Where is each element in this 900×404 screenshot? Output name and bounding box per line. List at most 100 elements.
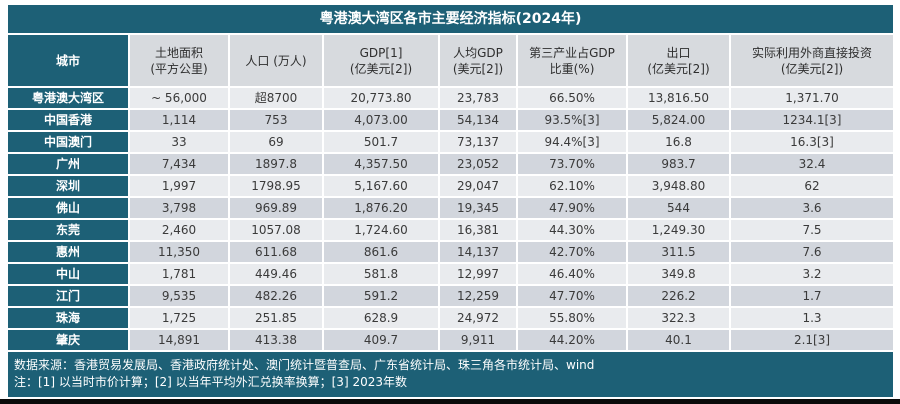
- row-label-city: 肇庆: [8, 330, 128, 350]
- data-cell-exports: 983.7: [628, 154, 729, 174]
- data-cell-exports: 544: [628, 198, 729, 218]
- column-header-gdp-per-capita: 人均GDP (美元[2]): [440, 35, 516, 86]
- data-cell-land-area: 9,535: [130, 286, 228, 306]
- data-cell-land-area: 11,350: [130, 242, 228, 262]
- row-label-city: 珠海: [8, 308, 128, 328]
- data-cell-tertiary-share: 55.80%: [518, 308, 626, 328]
- data-cell-population: 1897.8: [230, 154, 322, 174]
- data-cell-gdp-per-capita: 12,259: [440, 286, 516, 306]
- data-cell-gdp: 1,876.20: [324, 198, 438, 218]
- data-cell-land-area: 7,434: [130, 154, 228, 174]
- data-cell-land-area: 14,891: [130, 330, 228, 350]
- data-cell-fdi: 1,371.70: [731, 88, 893, 108]
- footer-data-source: 数据来源：香港贸易发展局、香港政府统计处、澳门统计暨普查局、广东省统计局、珠三角…: [14, 358, 595, 372]
- row-label-city: 佛山: [8, 198, 128, 218]
- data-cell-tertiary-share: 44.30%: [518, 220, 626, 240]
- data-cell-fdi: 62: [731, 176, 893, 196]
- data-cell-tertiary-share: 44.20%: [518, 330, 626, 350]
- column-header-tertiary-share: 第三产业占GDP 比重(%): [518, 35, 626, 86]
- data-cell-gdp: 581.8: [324, 264, 438, 284]
- footer-notes: 注：[1] 以当时市价计算；[2] 以当年平均外汇兑换率换算；[3] 2023年…: [14, 375, 407, 389]
- data-cell-population: 482.26: [230, 286, 322, 306]
- data-cell-exports: 40.1: [628, 330, 729, 350]
- data-cell-gdp: 501.7: [324, 132, 438, 152]
- data-cell-land-area: 33: [130, 132, 228, 152]
- table-footer: 数据来源：香港贸易发展局、香港政府统计处、澳门统计暨普查局、广东省统计局、珠三角…: [8, 352, 893, 397]
- data-cell-gdp-per-capita: 19,345: [440, 198, 516, 218]
- bottom-edge-bar: [0, 399, 900, 404]
- data-cell-gdp: 1,724.60: [324, 220, 438, 240]
- data-cell-tertiary-share: 93.5%[3]: [518, 110, 626, 130]
- data-cell-gdp-per-capita: 23,783: [440, 88, 516, 108]
- data-cell-gdp-per-capita: 16,381: [440, 220, 516, 240]
- data-cell-gdp: 4,357.50: [324, 154, 438, 174]
- data-cell-population: 1798.95: [230, 176, 322, 196]
- data-cell-exports: 311.5: [628, 242, 729, 262]
- data-cell-exports: 3,948.80: [628, 176, 729, 196]
- data-cell-tertiary-share: 73.70%: [518, 154, 626, 174]
- data-cell-gdp-per-capita: 24,972: [440, 308, 516, 328]
- row-label-city: 中国澳门: [8, 132, 128, 152]
- economic-indicators-table: 城市 土地面积 (平方公里) 人口 (万人) GDP[1] (亿美元[2]) 人均GDP (美…: [8, 35, 893, 350]
- data-cell-fdi: 32.4: [731, 154, 893, 174]
- data-cell-fdi: 3.6: [731, 198, 893, 218]
- column-header-population: 人口 (万人): [230, 35, 322, 86]
- table-title: 粤港澳大湾区各市主要经济指标(2024年): [8, 5, 893, 33]
- data-cell-tertiary-share: 46.40%: [518, 264, 626, 284]
- data-cell-land-area: 3,798: [130, 198, 228, 218]
- data-cell-tertiary-share: 47.90%: [518, 198, 626, 218]
- data-cell-fdi: 7.6: [731, 242, 893, 262]
- data-cell-land-area: 1,114: [130, 110, 228, 130]
- data-cell-fdi: 1.7: [731, 286, 893, 306]
- data-cell-population: 969.89: [230, 198, 322, 218]
- column-header-exports: 出口 (亿美元[2]): [628, 35, 729, 86]
- data-cell-exports: 13,816.50: [628, 88, 729, 108]
- data-cell-fdi: 3.2: [731, 264, 893, 284]
- data-cell-population: 1057.08: [230, 220, 322, 240]
- data-cell-gdp-per-capita: 73,137: [440, 132, 516, 152]
- row-label-city: 深圳: [8, 176, 128, 196]
- data-cell-land-area: 1,781: [130, 264, 228, 284]
- data-cell-fdi: 1.3: [731, 308, 893, 328]
- data-cell-fdi: 7.5: [731, 220, 893, 240]
- data-cell-population: 69: [230, 132, 322, 152]
- data-cell-population: 753: [230, 110, 322, 130]
- data-cell-population: 413.38: [230, 330, 322, 350]
- data-cell-land-area: 1,725: [130, 308, 228, 328]
- column-header-fdi: 实际利用外商直接投资 (亿美元[2]): [731, 35, 893, 86]
- data-cell-gdp-per-capita: 9,911: [440, 330, 516, 350]
- row-label-city: 东莞: [8, 220, 128, 240]
- data-cell-gdp-per-capita: 29,047: [440, 176, 516, 196]
- row-label-city: 中山: [8, 264, 128, 284]
- data-cell-population: 超8700: [230, 88, 322, 108]
- data-cell-tertiary-share: 62.10%: [518, 176, 626, 196]
- data-cell-exports: 1,249.30: [628, 220, 729, 240]
- data-cell-land-area: ~ 56,000: [130, 88, 228, 108]
- row-label-city: 江门: [8, 286, 128, 306]
- data-cell-land-area: 2,460: [130, 220, 228, 240]
- data-cell-tertiary-share: 94.4%[3]: [518, 132, 626, 152]
- data-cell-exports: 5,824.00: [628, 110, 729, 130]
- data-cell-population: 449.46: [230, 264, 322, 284]
- data-cell-gdp: 861.6: [324, 242, 438, 262]
- row-label-city: 惠州: [8, 242, 128, 262]
- data-cell-gdp: 591.2: [324, 286, 438, 306]
- data-cell-gdp-per-capita: 14,137: [440, 242, 516, 262]
- data-cell-land-area: 1,997: [130, 176, 228, 196]
- data-cell-gdp-per-capita: 54,134: [440, 110, 516, 130]
- row-label-city: 广州: [8, 154, 128, 174]
- column-header-city: 城市: [8, 35, 128, 86]
- data-cell-gdp-per-capita: 23,052: [440, 154, 516, 174]
- data-cell-tertiary-share: 47.70%: [518, 286, 626, 306]
- row-label-city: 粤港澳大湾区: [8, 88, 128, 108]
- data-cell-gdp-per-capita: 12,997: [440, 264, 516, 284]
- data-cell-exports: 226.2: [628, 286, 729, 306]
- data-cell-gdp: 4,073.00: [324, 110, 438, 130]
- data-cell-gdp: 5,167.60: [324, 176, 438, 196]
- row-label-city: 中国香港: [8, 110, 128, 130]
- data-cell-gdp: 628.9: [324, 308, 438, 328]
- data-cell-exports: 16.8: [628, 132, 729, 152]
- data-cell-tertiary-share: 42.70%: [518, 242, 626, 262]
- data-cell-fdi: 1234.1[3]: [731, 110, 893, 130]
